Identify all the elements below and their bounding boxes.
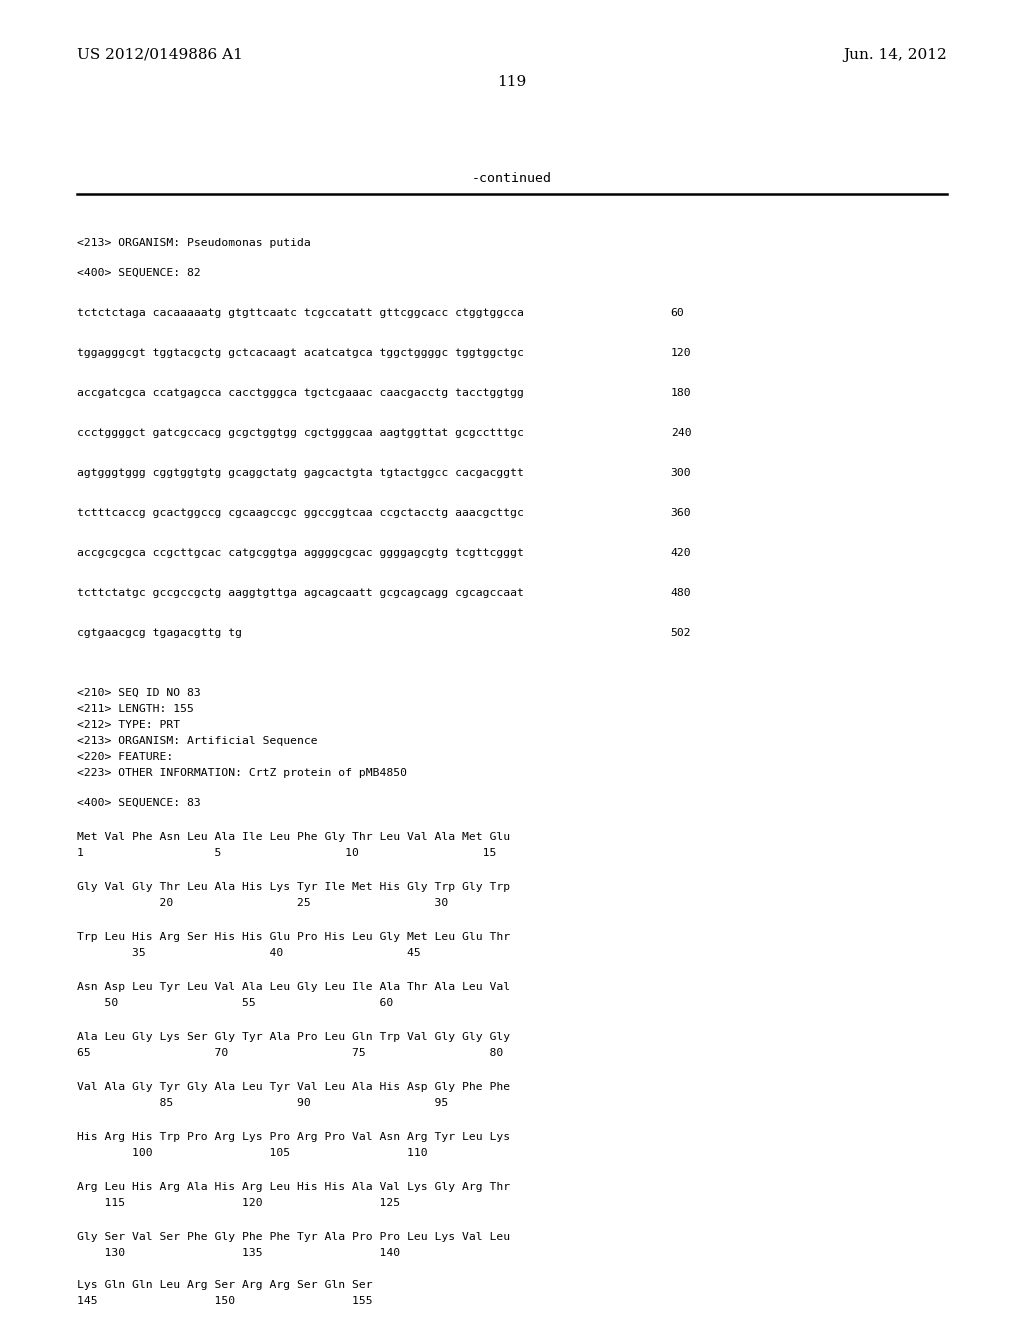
Text: cgtgaacgcg tgagacgttg tg: cgtgaacgcg tgagacgttg tg bbox=[77, 628, 242, 638]
Text: 20                  25                  30: 20 25 30 bbox=[77, 898, 449, 908]
Text: ccctggggct gatcgccacg gcgctggtgg cgctgggcaa aagtggttat gcgcctttgc: ccctggggct gatcgccacg gcgctggtgg cgctggg… bbox=[77, 428, 523, 438]
Text: Ala Leu Gly Lys Ser Gly Tyr Ala Pro Leu Gln Trp Val Gly Gly Gly: Ala Leu Gly Lys Ser Gly Tyr Ala Pro Leu … bbox=[77, 1032, 510, 1041]
Text: <220> FEATURE:: <220> FEATURE: bbox=[77, 752, 173, 762]
Text: tctttcaccg gcactggccg cgcaagccgc ggccggtcaa ccgctacctg aaacgcttgc: tctttcaccg gcactggccg cgcaagccgc ggccggt… bbox=[77, 508, 523, 517]
Text: Trp Leu His Arg Ser His His Glu Pro His Leu Gly Met Leu Glu Thr: Trp Leu His Arg Ser His His Glu Pro His … bbox=[77, 932, 510, 942]
Text: 240: 240 bbox=[671, 428, 691, 438]
Text: US 2012/0149886 A1: US 2012/0149886 A1 bbox=[77, 48, 243, 62]
Text: Val Ala Gly Tyr Gly Ala Leu Tyr Val Leu Ala His Asp Gly Phe Phe: Val Ala Gly Tyr Gly Ala Leu Tyr Val Leu … bbox=[77, 1082, 510, 1092]
Text: agtgggtggg cggtggtgtg gcaggctatg gagcactgta tgtactggcc cacgacggtt: agtgggtggg cggtggtgtg gcaggctatg gagcact… bbox=[77, 469, 523, 478]
Text: 115                 120                 125: 115 120 125 bbox=[77, 1199, 400, 1208]
Text: 180: 180 bbox=[671, 388, 691, 399]
Text: <212> TYPE: PRT: <212> TYPE: PRT bbox=[77, 719, 180, 730]
Text: Gly Ser Val Ser Phe Gly Phe Phe Tyr Ala Pro Pro Leu Lys Val Leu: Gly Ser Val Ser Phe Gly Phe Phe Tyr Ala … bbox=[77, 1232, 510, 1242]
Text: 130                 135                 140: 130 135 140 bbox=[77, 1247, 400, 1258]
Text: 60: 60 bbox=[671, 308, 684, 318]
Text: <210> SEQ ID NO 83: <210> SEQ ID NO 83 bbox=[77, 688, 201, 698]
Text: tctctctaga cacaaaaatg gtgttcaatc tcgccatatt gttcggcacc ctggtggcca: tctctctaga cacaaaaatg gtgttcaatc tcgccat… bbox=[77, 308, 523, 318]
Text: accgcgcgca ccgcttgcac catgcggtga aggggcgcac ggggagcgtg tcgttcgggt: accgcgcgca ccgcttgcac catgcggtga aggggcg… bbox=[77, 548, 523, 558]
Text: tggagggcgt tggtacgctg gctcacaagt acatcatgca tggctggggc tggtggctgc: tggagggcgt tggtacgctg gctcacaagt acatcat… bbox=[77, 348, 523, 358]
Text: 50                  55                  60: 50 55 60 bbox=[77, 998, 393, 1008]
Text: 100                 105                 110: 100 105 110 bbox=[77, 1148, 427, 1158]
Text: <400> SEQUENCE: 83: <400> SEQUENCE: 83 bbox=[77, 799, 201, 808]
Text: 420: 420 bbox=[671, 548, 691, 558]
Text: 360: 360 bbox=[671, 508, 691, 517]
Text: 119: 119 bbox=[498, 75, 526, 88]
Text: His Arg His Trp Pro Arg Lys Pro Arg Pro Val Asn Arg Tyr Leu Lys: His Arg His Trp Pro Arg Lys Pro Arg Pro … bbox=[77, 1133, 510, 1142]
Text: Met Val Phe Asn Leu Ala Ile Leu Phe Gly Thr Leu Val Ala Met Glu: Met Val Phe Asn Leu Ala Ile Leu Phe Gly … bbox=[77, 832, 510, 842]
Text: -continued: -continued bbox=[472, 172, 552, 185]
Text: Asn Asp Leu Tyr Leu Val Ala Leu Gly Leu Ile Ala Thr Ala Leu Val: Asn Asp Leu Tyr Leu Val Ala Leu Gly Leu … bbox=[77, 982, 510, 993]
Text: <213> ORGANISM: Artificial Sequence: <213> ORGANISM: Artificial Sequence bbox=[77, 737, 317, 746]
Text: 300: 300 bbox=[671, 469, 691, 478]
Text: <211> LENGTH: 155: <211> LENGTH: 155 bbox=[77, 704, 194, 714]
Text: 85                  90                  95: 85 90 95 bbox=[77, 1098, 449, 1107]
Text: 480: 480 bbox=[671, 587, 691, 598]
Text: 65                  70                  75                  80: 65 70 75 80 bbox=[77, 1048, 503, 1059]
Text: Lys Gln Gln Leu Arg Ser Arg Arg Ser Gln Ser: Lys Gln Gln Leu Arg Ser Arg Arg Ser Gln … bbox=[77, 1280, 373, 1290]
Text: <400> SEQUENCE: 82: <400> SEQUENCE: 82 bbox=[77, 268, 201, 279]
Text: 120: 120 bbox=[671, 348, 691, 358]
Text: <223> OTHER INFORMATION: CrtZ protein of pMB4850: <223> OTHER INFORMATION: CrtZ protein of… bbox=[77, 768, 407, 777]
Text: 502: 502 bbox=[671, 628, 691, 638]
Text: 1                   5                  10                  15: 1 5 10 15 bbox=[77, 847, 497, 858]
Text: <213> ORGANISM: Pseudomonas putida: <213> ORGANISM: Pseudomonas putida bbox=[77, 238, 310, 248]
Text: accgatcgca ccatgagcca cacctgggca tgctcgaaac caacgacctg tacctggtgg: accgatcgca ccatgagcca cacctgggca tgctcga… bbox=[77, 388, 523, 399]
Text: 145                 150                 155: 145 150 155 bbox=[77, 1296, 373, 1305]
Text: Jun. 14, 2012: Jun. 14, 2012 bbox=[844, 48, 947, 62]
Text: Arg Leu His Arg Ala His Arg Leu His His Ala Val Lys Gly Arg Thr: Arg Leu His Arg Ala His Arg Leu His His … bbox=[77, 1181, 510, 1192]
Text: tcttctatgc gccgccgctg aaggtgttga agcagcaatt gcgcagcagg cgcagccaat: tcttctatgc gccgccgctg aaggtgttga agcagca… bbox=[77, 587, 523, 598]
Text: Gly Val Gly Thr Leu Ala His Lys Tyr Ile Met His Gly Trp Gly Trp: Gly Val Gly Thr Leu Ala His Lys Tyr Ile … bbox=[77, 882, 510, 892]
Text: 35                  40                  45: 35 40 45 bbox=[77, 948, 421, 958]
